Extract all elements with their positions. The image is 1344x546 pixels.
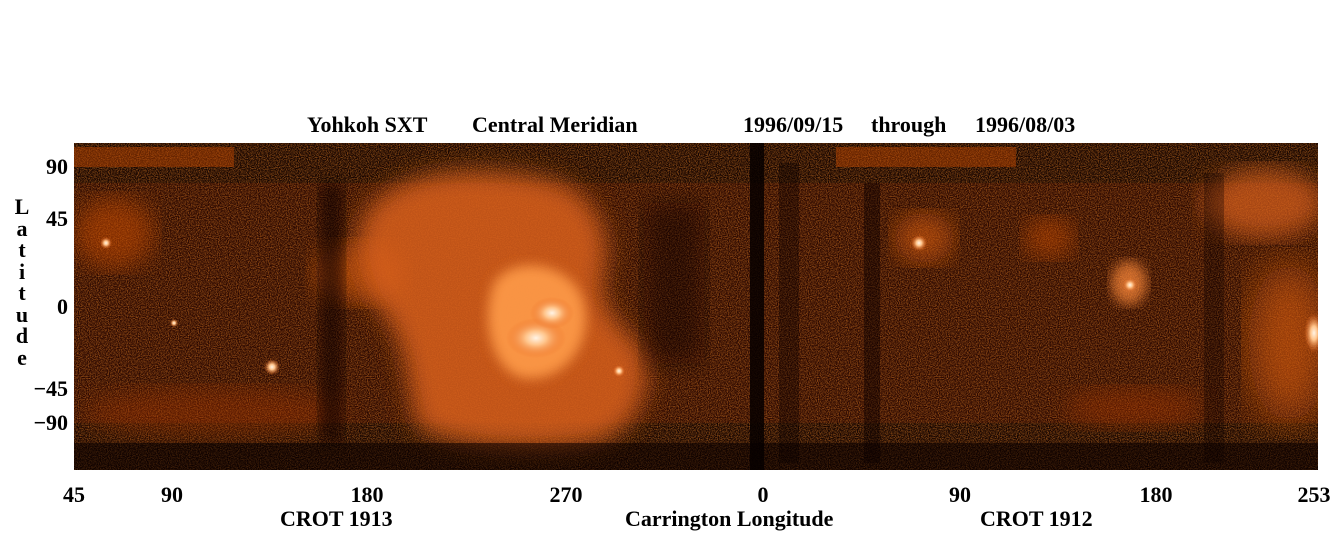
y-axis-letter: t: [18, 280, 26, 305]
y-axis-letter: i: [18, 258, 26, 284]
x-tick-label: 45: [63, 482, 85, 507]
title-start-date: 1996/09/15: [743, 112, 844, 137]
y-tick-label: −45: [33, 376, 68, 401]
map-image: [74, 143, 1318, 470]
title-end-date: 1996/08/03: [975, 112, 1076, 137]
title-through: through: [871, 112, 947, 137]
x-tick-label: 270: [549, 482, 583, 507]
x-tick-label: 253: [1297, 482, 1331, 507]
y-axis-letter: e: [17, 344, 27, 370]
rotation-left-label: CROT 1913: [280, 506, 393, 531]
x-axis-label: Carrington Longitude: [625, 506, 834, 531]
y-tick-label: 45: [46, 206, 68, 231]
x-tick-label: 0: [757, 482, 769, 507]
title-mode: Central Meridian: [472, 112, 638, 137]
x-tick-label: 90: [949, 482, 971, 507]
carrington-synoptic-map: [74, 143, 1318, 470]
x-tick-label: 90: [161, 482, 183, 507]
y-axis-letter: u: [15, 301, 29, 327]
y-axis-letter: L: [14, 194, 30, 219]
y-axis-letter: d: [15, 323, 29, 348]
y-tick-label: −90: [33, 410, 68, 435]
x-tick-label: 180: [1139, 482, 1173, 507]
x-tick-label: 180: [350, 482, 384, 507]
y-axis-letter: t: [18, 237, 26, 262]
rotation-right-label: CROT 1912: [980, 506, 1093, 531]
y-tick-label: 0: [57, 294, 68, 319]
y-axis-label: L a t i t u d e: [14, 196, 30, 368]
title-instrument: Yohkoh SXT: [307, 112, 428, 137]
y-axis-letter: a: [16, 215, 28, 241]
y-tick-label: 90: [46, 154, 68, 179]
